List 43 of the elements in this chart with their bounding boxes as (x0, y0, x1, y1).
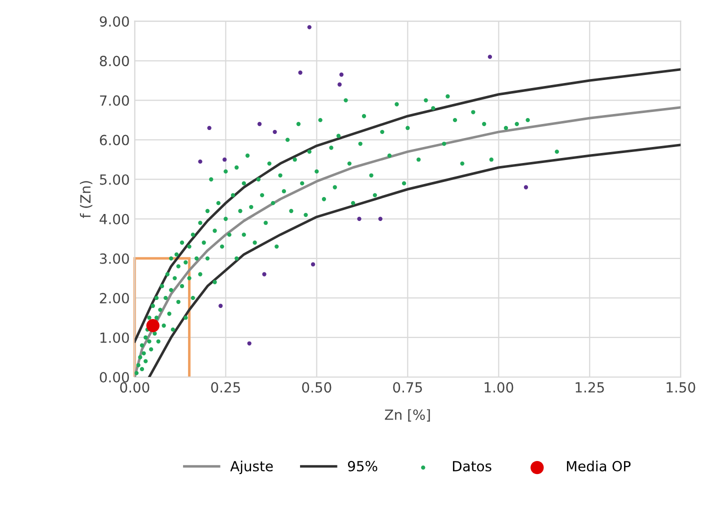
y-tick-label: 9.00 (100, 16, 129, 27)
line-series (148, 144, 681, 378)
legend-label: 95% (348, 460, 378, 472)
x-tick-label: 1.50 (666, 382, 696, 393)
legend-label: Media OP (566, 460, 631, 472)
point (198, 159, 202, 164)
y-tick-label: 1.00 (100, 332, 129, 343)
point (307, 25, 312, 30)
point (146, 319, 160, 332)
point (524, 185, 528, 190)
point (357, 216, 362, 221)
point (310, 262, 316, 266)
point (272, 130, 277, 134)
point (257, 122, 262, 126)
y-tick-label: 0.00 (100, 372, 129, 382)
y-tick-label: 5.00 (100, 174, 129, 185)
point (207, 126, 212, 130)
y-tick-label: 7.00 (100, 95, 129, 106)
point (218, 304, 223, 308)
point (262, 272, 266, 276)
x-tick-label: 0.00 (120, 382, 150, 393)
x-tick-label: 1.00 (484, 382, 514, 393)
x-axis-title: Zn [%] (384, 409, 430, 422)
y-tick-label: 8.00 (100, 56, 129, 66)
point (222, 158, 227, 162)
x-tick-label: 0.25 (211, 382, 240, 393)
line-series (134, 68, 681, 343)
point (247, 341, 252, 346)
x-tick-label: 0.75 (393, 382, 422, 393)
x-tick-label: 0.50 (302, 382, 332, 393)
y-tick-label: 4.00 (100, 214, 129, 224)
y-tick-label: 2.00 (100, 292, 129, 304)
y-axis-title: f (Zn) (80, 181, 92, 218)
point (488, 54, 492, 59)
y-tick-label: 3.00 (100, 253, 129, 264)
point (338, 82, 342, 87)
point (378, 216, 382, 221)
x-tick-label: 1.25 (576, 382, 604, 393)
y-tick-label: 6.00 (100, 134, 129, 146)
point (298, 70, 302, 75)
legend-label: Ajuste (230, 460, 273, 474)
point (339, 72, 344, 77)
legend-label: Datos (452, 461, 492, 472)
